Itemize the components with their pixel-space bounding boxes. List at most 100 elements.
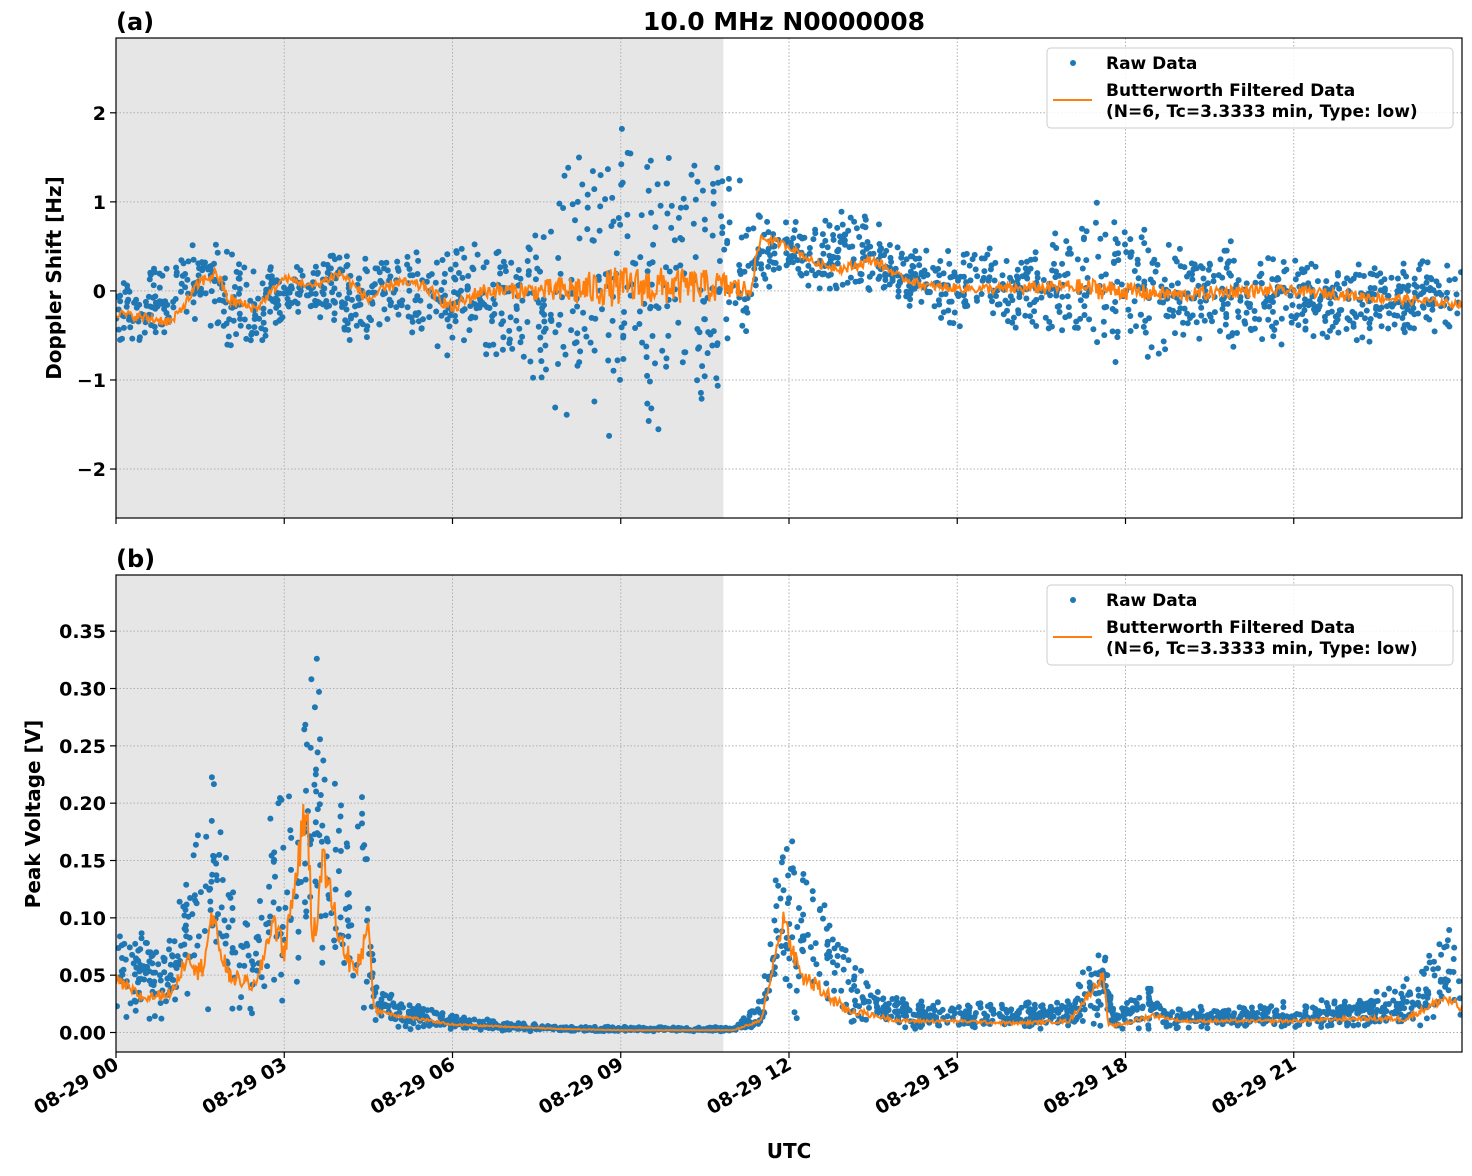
raw-data-point [497,264,504,271]
raw-data-point [1411,275,1418,282]
raw-data-point [886,242,893,248]
raw-data-point [1038,294,1045,301]
raw-data-point [721,246,728,253]
raw-data-point [461,306,468,313]
raw-data-point [935,265,942,272]
raw-data-point [847,274,854,281]
raw-data-point [912,255,919,262]
raw-data-point [1053,292,1060,299]
x-tick-label: 08-29 15 [871,1053,963,1119]
raw-data-point [683,204,689,211]
raw-data-point [824,938,831,945]
raw-data-point [314,830,321,837]
raw-data-point [993,293,999,299]
raw-data-point [807,944,814,951]
raw-data-point [783,846,790,852]
raw-data-point [1269,308,1276,315]
raw-data-point [498,310,505,317]
raw-data-point [451,289,457,296]
raw-data-point [1100,318,1107,325]
raw-data-point [1184,310,1191,317]
raw-data-point [1119,1025,1126,1032]
raw-data-point [948,298,955,305]
raw-data-point [405,313,412,320]
raw-data-point [894,999,901,1006]
raw-data-point [1139,1005,1146,1012]
raw-data-point [1241,1005,1248,1012]
raw-data-point [1054,999,1061,1006]
raw-data-point [1278,341,1285,348]
raw-data-point [1016,290,1023,297]
raw-data-point [1278,315,1285,322]
raw-data-point [418,325,425,332]
raw-data-point [181,912,188,919]
raw-data-point [984,1003,991,1010]
raw-data-point [765,263,772,270]
raw-data-point [229,905,236,911]
raw-data-point [918,298,925,305]
raw-data-point [680,195,687,202]
y-tick-label: −2 [77,459,106,481]
x-tick-label: 08-29 06 [367,1053,459,1119]
raw-data-point [1329,323,1336,330]
raw-data-point [859,223,866,230]
raw-data-point [756,213,763,220]
raw-data-point [1400,983,1407,990]
raw-data-point [974,273,981,280]
raw-data-point [663,355,670,362]
raw-data-point [569,201,576,208]
raw-data-point [1269,323,1275,330]
raw-data-point [1079,265,1086,272]
raw-data-point [1299,311,1306,318]
raw-data-point [758,265,765,272]
raw-data-point [800,911,807,918]
raw-data-point [1018,259,1025,266]
raw-data-point [827,256,834,263]
raw-data-point [942,291,949,297]
raw-data-point [1353,337,1360,344]
raw-data-point [331,317,338,323]
raw-data-point [671,237,678,244]
raw-data-point [555,361,561,367]
raw-data-point [1177,305,1184,312]
raw-data-point [1083,257,1090,264]
raw-data-point [725,175,732,182]
raw-data-point [886,281,893,288]
raw-data-point [138,930,145,937]
raw-data-point [1015,310,1022,317]
raw-data-point [225,924,232,931]
raw-data-point [1314,278,1321,285]
raw-data-point [178,257,185,264]
raw-data-point [404,253,411,260]
raw-data-point [189,242,196,249]
raw-data-point [404,304,411,311]
raw-data-point [236,270,243,277]
raw-data-point [713,375,720,382]
raw-data-point [1004,307,1010,314]
raw-data-point [643,354,650,361]
raw-data-point [1344,275,1350,282]
raw-data-point [513,303,520,310]
raw-data-point [146,1015,153,1022]
raw-data-point [303,913,309,920]
raw-data-point [1198,312,1205,319]
raw-data-point [1160,338,1167,345]
raw-data-point [1112,359,1119,365]
raw-data-point [532,232,539,239]
raw-data-point [1258,270,1265,277]
raw-data-point [313,788,320,795]
raw-data-point [126,944,133,951]
raw-data-point [1112,299,1119,305]
raw-data-point [644,372,651,379]
raw-data-point [831,969,838,976]
raw-data-point [303,292,310,299]
legend-raw-label: Raw Data [1106,591,1197,611]
raw-data-point [236,290,242,297]
raw-data-point [630,259,637,266]
raw-data-point [1419,303,1426,310]
raw-data-point [1419,283,1426,290]
raw-data-point [831,987,838,994]
raw-data-point [1303,1004,1310,1011]
raw-data-point [1102,954,1109,961]
raw-data-point [230,889,237,896]
